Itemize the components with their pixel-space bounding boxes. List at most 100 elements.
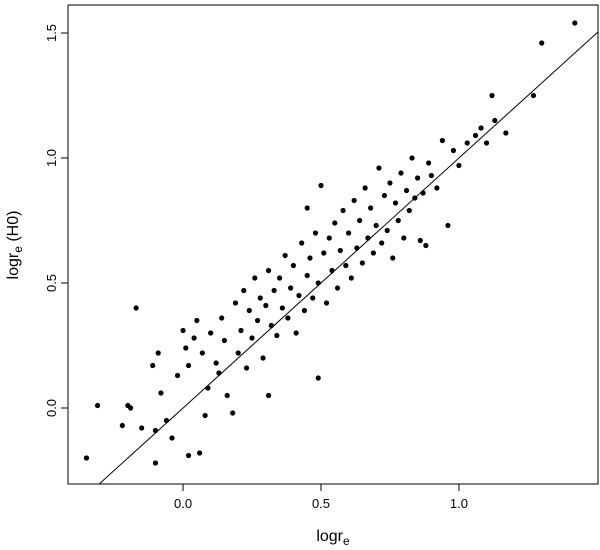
y-tick-label: 0.0 bbox=[44, 399, 59, 417]
point bbox=[163, 417, 170, 424]
point bbox=[252, 275, 258, 281]
point bbox=[357, 217, 363, 224]
point bbox=[381, 192, 388, 199]
point bbox=[139, 425, 145, 431]
point bbox=[368, 205, 374, 211]
point bbox=[450, 147, 457, 154]
point bbox=[425, 160, 432, 166]
point bbox=[478, 125, 484, 131]
point bbox=[351, 197, 357, 204]
point bbox=[293, 330, 299, 336]
point bbox=[403, 187, 410, 194]
point bbox=[395, 217, 401, 224]
point bbox=[340, 207, 346, 214]
point bbox=[243, 365, 250, 371]
point bbox=[370, 250, 377, 256]
point bbox=[362, 185, 368, 191]
point bbox=[249, 335, 255, 341]
point bbox=[530, 92, 537, 99]
point bbox=[238, 327, 244, 334]
point bbox=[301, 307, 308, 314]
x-label-main: logr bbox=[316, 528, 343, 545]
point bbox=[307, 255, 313, 261]
point bbox=[312, 230, 319, 236]
point bbox=[304, 272, 310, 279]
point bbox=[310, 295, 316, 301]
point bbox=[392, 200, 399, 206]
point bbox=[387, 180, 393, 186]
point bbox=[232, 300, 239, 306]
point bbox=[489, 92, 495, 99]
point bbox=[208, 330, 214, 336]
x-tick-label: 1.0 bbox=[450, 496, 468, 511]
point bbox=[205, 385, 211, 391]
point bbox=[290, 262, 297, 269]
point bbox=[492, 117, 498, 124]
point bbox=[323, 300, 330, 306]
point bbox=[359, 260, 365, 266]
point bbox=[263, 302, 269, 309]
point bbox=[329, 267, 335, 274]
point bbox=[230, 410, 236, 416]
point bbox=[334, 285, 341, 291]
point bbox=[260, 355, 266, 361]
y-label-suffix: (H0) bbox=[5, 211, 22, 247]
point bbox=[185, 452, 192, 459]
point bbox=[277, 275, 283, 281]
point bbox=[420, 190, 426, 196]
point bbox=[268, 322, 274, 329]
point bbox=[337, 247, 343, 254]
point bbox=[257, 295, 263, 301]
point bbox=[539, 40, 545, 46]
point bbox=[417, 237, 423, 244]
point bbox=[202, 412, 208, 419]
point bbox=[315, 280, 321, 286]
point bbox=[304, 205, 310, 211]
point bbox=[401, 235, 407, 241]
point bbox=[174, 372, 181, 379]
point bbox=[235, 350, 241, 356]
point bbox=[326, 235, 332, 241]
point bbox=[213, 360, 219, 366]
point bbox=[345, 230, 352, 236]
point bbox=[265, 392, 272, 399]
point bbox=[152, 460, 159, 466]
point bbox=[191, 335, 197, 341]
point bbox=[483, 140, 490, 146]
point bbox=[343, 262, 349, 269]
point bbox=[150, 362, 156, 369]
point bbox=[224, 392, 230, 399]
point bbox=[414, 175, 421, 181]
point bbox=[194, 317, 200, 324]
point bbox=[376, 165, 382, 171]
point bbox=[348, 275, 354, 281]
point bbox=[428, 172, 434, 179]
point bbox=[216, 370, 222, 376]
point bbox=[373, 222, 379, 229]
point bbox=[274, 332, 280, 339]
point bbox=[183, 345, 189, 351]
point bbox=[365, 235, 371, 241]
x-label-sub: e bbox=[343, 534, 350, 548]
y-axis-label: logre (H0) bbox=[5, 211, 25, 280]
point bbox=[271, 287, 277, 294]
y-label-main: logr bbox=[5, 252, 22, 279]
y-tick-label: 1.0 bbox=[44, 149, 59, 167]
point bbox=[169, 435, 175, 441]
point bbox=[158, 390, 164, 396]
point bbox=[219, 315, 225, 321]
point bbox=[572, 20, 578, 26]
x-axis-label: logre bbox=[316, 528, 350, 548]
point bbox=[321, 250, 327, 256]
point bbox=[434, 185, 440, 191]
point bbox=[155, 350, 161, 356]
x-tick-label: 0.0 bbox=[174, 496, 192, 511]
point bbox=[464, 140, 470, 146]
point bbox=[503, 130, 509, 136]
point bbox=[472, 132, 479, 139]
point bbox=[409, 155, 415, 161]
point bbox=[332, 220, 338, 226]
y-tick-label: 0.5 bbox=[44, 274, 59, 292]
point bbox=[185, 362, 192, 369]
